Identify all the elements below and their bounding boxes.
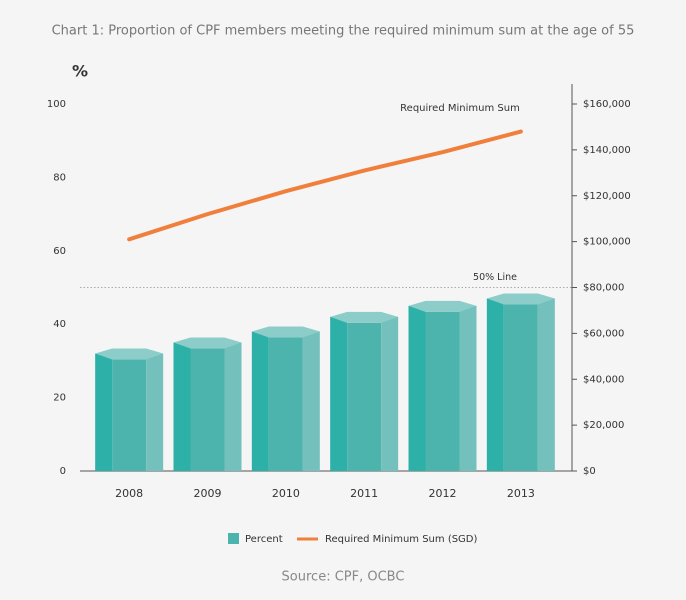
reference-label: 50% Line <box>473 272 517 283</box>
x-tick-label: 2008 <box>115 487 143 500</box>
line <box>127 129 523 242</box>
legend-label: Percent <box>245 534 283 545</box>
bar-side-right <box>302 331 320 471</box>
x-tick-label: 2009 <box>194 487 222 500</box>
bar-side-right <box>146 353 164 471</box>
bar <box>190 348 225 471</box>
line-annotation: Required Minimum Sum <box>400 103 520 114</box>
y2-tick-label: $40,000 <box>583 374 624 385</box>
legend-swatch <box>228 533 239 544</box>
bar-side-right <box>537 298 555 471</box>
y2-tick-label: $80,000 <box>583 283 624 294</box>
y-tick-label: 60 <box>53 246 66 257</box>
bar-side-right <box>459 305 477 471</box>
bar-top <box>251 326 320 338</box>
bar <box>503 304 538 471</box>
y2-tick-label: $140,000 <box>583 145 631 156</box>
bar-top <box>408 300 477 312</box>
bar-side-left <box>486 298 504 471</box>
y2-tick-label: $60,000 <box>583 328 624 339</box>
y2-tick-label: $20,000 <box>583 420 624 431</box>
bar-side-left <box>408 305 426 471</box>
bar-side-left <box>251 331 269 471</box>
y2-tick-label: $0 <box>583 466 596 477</box>
y-tick-label: 0 <box>60 466 66 477</box>
bar-side-right <box>224 342 242 471</box>
y2-tick-label: $100,000 <box>583 237 631 248</box>
legend-label: Required Minimum Sum (SGD) <box>325 534 478 545</box>
bar-side-left <box>330 316 348 471</box>
bar-top <box>330 311 399 323</box>
bar-top <box>95 348 164 360</box>
chart-title: Chart 1: Proportion of CPF members meeti… <box>52 24 635 39</box>
y-tick-label: 100 <box>47 99 66 110</box>
bar-top <box>173 337 242 349</box>
bar-top <box>486 293 555 305</box>
bar <box>425 311 460 471</box>
x-tick-label: 2010 <box>272 487 300 500</box>
y2-tick-label: $120,000 <box>583 191 631 202</box>
x-tick-label: 2012 <box>429 487 457 500</box>
y-tick-label: 80 <box>53 172 66 183</box>
y-axis-label: % <box>72 62 88 81</box>
bar <box>112 359 147 471</box>
y2-tick-label: $160,000 <box>583 99 631 110</box>
bar <box>268 337 303 471</box>
bar <box>347 322 382 471</box>
y-tick-label: 40 <box>53 319 66 330</box>
bar-side-left <box>95 353 113 471</box>
y-tick-label: 20 <box>53 393 66 404</box>
x-tick-label: 2013 <box>507 487 535 500</box>
bar-side-right <box>381 316 399 471</box>
source: Source: CPF, OCBC <box>282 570 405 585</box>
x-tick-label: 2011 <box>350 487 378 500</box>
bar-side-left <box>173 342 191 471</box>
